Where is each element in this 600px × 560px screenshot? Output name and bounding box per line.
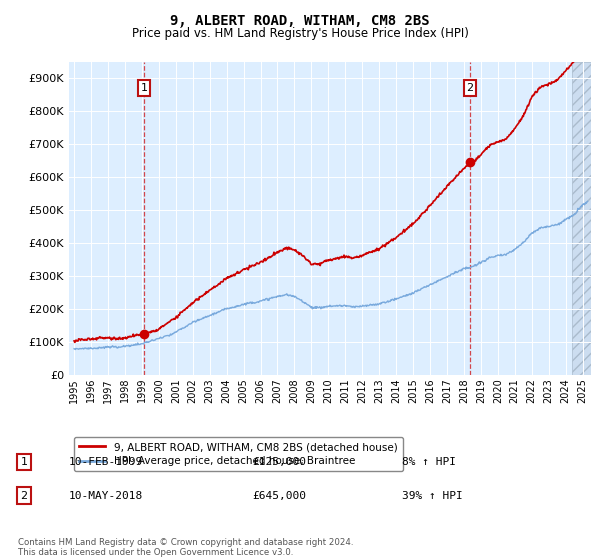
Text: 2: 2: [20, 491, 28, 501]
Text: 8% ↑ HPI: 8% ↑ HPI: [402, 457, 456, 467]
Text: 10-MAY-2018: 10-MAY-2018: [69, 491, 143, 501]
Text: Price paid vs. HM Land Registry's House Price Index (HPI): Price paid vs. HM Land Registry's House …: [131, 27, 469, 40]
Legend: 9, ALBERT ROAD, WITHAM, CM8 2BS (detached house), HPI: Average price, detached h: 9, ALBERT ROAD, WITHAM, CM8 2BS (detache…: [74, 437, 403, 472]
Text: 1: 1: [20, 457, 28, 467]
Text: £645,000: £645,000: [252, 491, 306, 501]
Text: £125,000: £125,000: [252, 457, 306, 467]
Text: 2: 2: [466, 83, 473, 93]
Text: 10-FEB-1999: 10-FEB-1999: [69, 457, 143, 467]
Text: 1: 1: [140, 83, 148, 93]
Text: 9, ALBERT ROAD, WITHAM, CM8 2BS: 9, ALBERT ROAD, WITHAM, CM8 2BS: [170, 14, 430, 28]
Text: 39% ↑ HPI: 39% ↑ HPI: [402, 491, 463, 501]
Bar: [572, 62, 591, 375]
Text: Contains HM Land Registry data © Crown copyright and database right 2024.
This d: Contains HM Land Registry data © Crown c…: [18, 538, 353, 557]
